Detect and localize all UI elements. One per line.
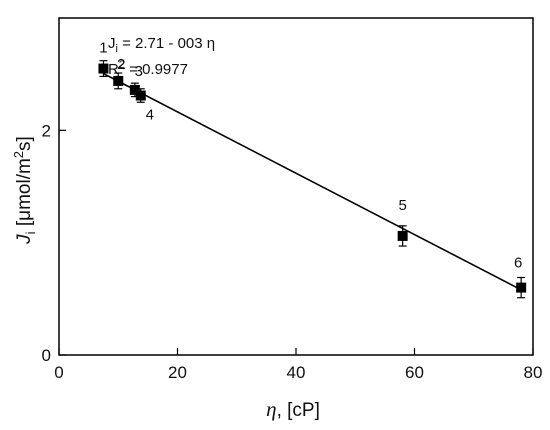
r-squared-annotation: R2 = 0.9977 (108, 59, 188, 78)
point-label: 5 (398, 197, 406, 214)
point-label: 2 (117, 56, 125, 73)
x-axis-title: η, [cP] (266, 397, 320, 421)
point-label: 3 (135, 63, 143, 80)
point-marker (397, 230, 408, 241)
data-point-6: 6 (514, 255, 527, 299)
point-marker (98, 63, 109, 74)
equation-annotation: Ji = 2.71 - 003 η (108, 35, 215, 55)
x-tick-label: 0 (54, 363, 63, 382)
x-tick-label: 40 (287, 363, 306, 382)
point-marker (516, 282, 527, 293)
y-tick-label: 0 (42, 346, 51, 365)
x-tick-label: 60 (405, 363, 424, 382)
data-point-4: 4 (135, 88, 154, 124)
data-point-3: 3 (129, 63, 143, 98)
point-marker (113, 75, 124, 86)
data-points: 12 3 4 5 6 (98, 40, 527, 299)
point-label: 6 (514, 255, 522, 272)
data-point-1: 1 (98, 40, 109, 78)
x-tick-label: 20 (168, 363, 187, 382)
x-tick-label: 80 (524, 363, 543, 382)
axis-ticks: 0 20 40 60 80 0 2 (42, 121, 543, 382)
fit-line (103, 72, 522, 291)
point-label: 1 (99, 40, 107, 57)
point-label: 4 (146, 107, 154, 124)
y-axis-title: Ji [μmol/m2s] (11, 136, 38, 245)
point-marker (135, 90, 146, 101)
data-point-5: 5 (397, 197, 408, 247)
data-point-2: 2 (113, 56, 125, 90)
point-marker (129, 84, 140, 95)
fit-line-group (103, 72, 522, 291)
y-tick-label: 2 (42, 121, 51, 140)
